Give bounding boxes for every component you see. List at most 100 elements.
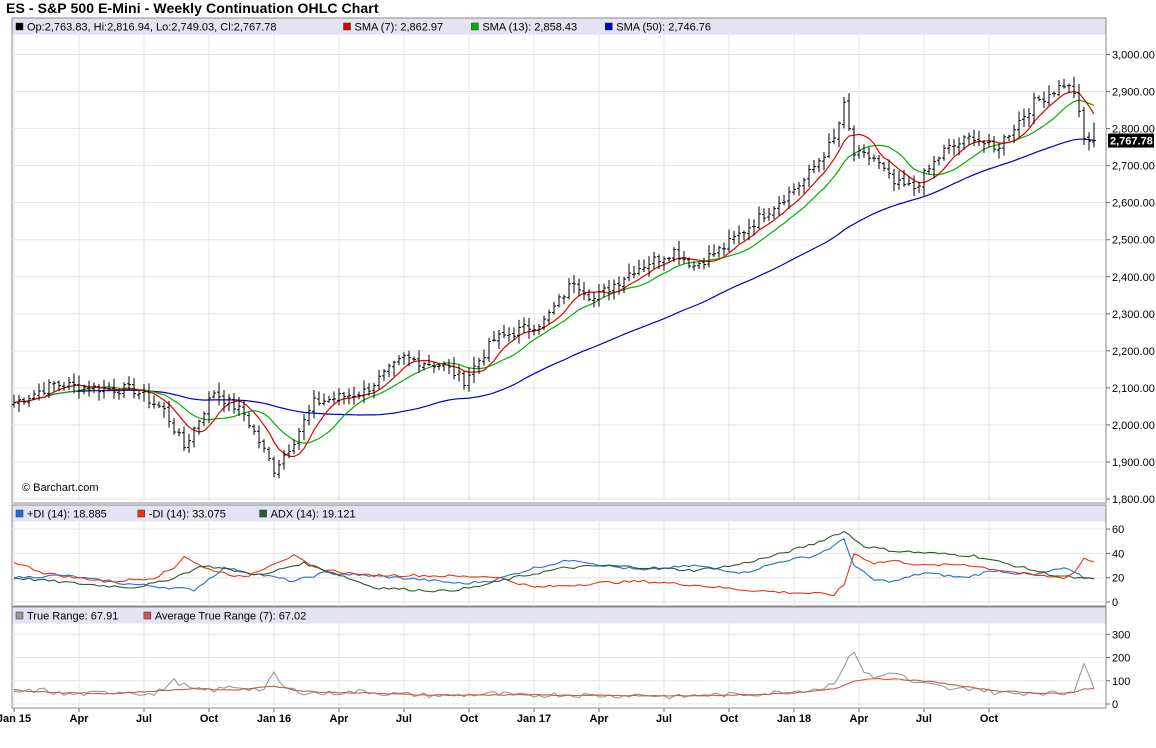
ohlc-bar: [187, 433, 191, 453]
ohlc-bar: [902, 169, 906, 188]
ohlc-bar: [492, 330, 496, 342]
y-tick-label: 2,600.00: [1112, 198, 1155, 210]
ohlc-bar: [812, 160, 816, 174]
ohlc-bar: [27, 394, 31, 407]
y-tick-label: 0: [1112, 597, 1118, 609]
ohlc-bar: [677, 240, 681, 265]
ohlc-bar: [712, 244, 716, 257]
ohlc-bar: [942, 144, 946, 161]
y-tick-label: 2,100.00: [1112, 383, 1155, 395]
ohlc-bar: [377, 370, 381, 390]
ohlc-bar: [287, 444, 291, 459]
x-tick-label: Oct: [200, 713, 219, 725]
ohlc-bar: [972, 129, 976, 147]
legend-label: Average True Range (7): 67.02: [155, 611, 306, 623]
ohlc-bar: [207, 391, 211, 424]
ohlc-bar: [737, 225, 741, 244]
ohlc-bar: [172, 417, 176, 435]
y-tick-label: 2,900.00: [1112, 87, 1155, 99]
ohlc-bar: [47, 379, 51, 399]
ohlc-bar: [97, 383, 101, 401]
ohlc-bar: [627, 263, 631, 282]
ohlc-bar: [217, 382, 221, 406]
ohlc-bar: [732, 230, 736, 245]
ohlc-bar: [707, 245, 711, 268]
ohlc-bar: [692, 261, 696, 271]
ohlc-bar: [522, 317, 526, 334]
ohlc-bar: [42, 382, 46, 396]
y-tick-label: 40: [1112, 548, 1124, 560]
ohlc-bar: [1007, 134, 1011, 141]
ohlc-bar: [982, 140, 986, 153]
ohlc-bar: [257, 425, 261, 449]
ohlc-bar: [282, 449, 286, 470]
ohlc-bar: [652, 251, 656, 270]
ohlc-bar: [722, 242, 726, 256]
legend-bar: [12, 18, 1106, 35]
ohlc-bar: [112, 378, 116, 399]
ohlc-bar: [802, 177, 806, 194]
sma-13-line: [13, 99, 1095, 444]
ohlc-bar: [52, 380, 56, 392]
ohlc-bar: [1037, 95, 1041, 101]
ohlc-bar: [967, 132, 971, 146]
ohlc-bar: [822, 151, 826, 171]
ohlc-bar: [32, 389, 36, 401]
legend-swatch: [137, 509, 146, 518]
ohlc-bar: [182, 426, 186, 451]
ohlc-bar: [697, 261, 701, 269]
ohlc-bar: [952, 139, 956, 156]
ohlc-bar: [427, 354, 431, 366]
ohlc-bar: [1092, 122, 1096, 148]
y-tick-label: 60: [1112, 524, 1124, 536]
ohlc-bar: [1042, 91, 1046, 108]
ohlc-bar: [157, 401, 161, 409]
legend-swatch: [471, 22, 479, 31]
x-tick-label: Jul: [136, 713, 152, 725]
ohlc-bar: [842, 96, 846, 129]
ohlc-bar: [72, 373, 76, 394]
ohlc-bar: [882, 161, 886, 172]
ohlc-bar: [387, 363, 391, 378]
x-tick-label: Apr: [70, 713, 90, 725]
ohlc-bar: [792, 183, 796, 196]
ohlc-bar: [337, 388, 341, 406]
x-tick-label: Apr: [850, 713, 870, 725]
ohlc-bar: [352, 386, 356, 405]
ohlc-bar: [682, 251, 686, 264]
y-tick-label: 2,800.00: [1112, 124, 1155, 136]
ohlc-bar: [817, 158, 821, 173]
ohlc-bar: [847, 93, 851, 131]
ohlc-bar: [137, 391, 141, 400]
ohlc-bar: [102, 379, 106, 399]
ohlc-bar: [347, 388, 351, 405]
y-tick-label: 2,000.00: [1112, 420, 1155, 432]
ohlc-bar: [897, 170, 901, 190]
ohlc-bar: [327, 395, 331, 403]
ohlc-bar: [497, 329, 501, 349]
ohlc-bar: [877, 155, 881, 170]
ohlc-bar: [482, 349, 486, 366]
ohlc-bar: [87, 380, 91, 397]
y-tick-label: 2,300.00: [1112, 309, 1155, 321]
ohlc-bar: [837, 121, 841, 148]
ohlc-bar: [827, 133, 831, 159]
ohlc-bar: [797, 182, 801, 196]
series-line-average-true-range-7-: [13, 678, 1095, 697]
ohlc-bar: [177, 428, 181, 437]
ohlc-bar: [787, 186, 791, 209]
ohlc-bar: [1087, 132, 1091, 151]
ohlc-bar: [657, 254, 661, 269]
ohlc-bar: [322, 393, 326, 406]
ohlc-bar: [77, 375, 81, 399]
ohlc-bar: [392, 360, 396, 377]
ohlc-bar: [12, 394, 16, 408]
ohlc-bar: [92, 382, 96, 394]
legend-bar: [12, 505, 1106, 522]
ohlc-bar: [527, 317, 531, 339]
y-tick-label: 200: [1112, 653, 1130, 665]
chart-title: ES - S&P 500 E-Mini - Weekly Continuatio…: [6, 0, 379, 16]
ohlc-bar: [487, 337, 491, 362]
ohlc-bar: [457, 365, 461, 382]
ohlc-bar: [162, 402, 166, 418]
